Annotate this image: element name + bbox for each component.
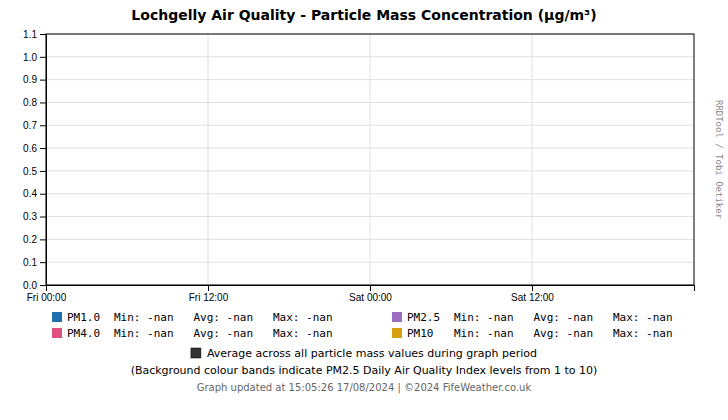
grid [46,34,694,285]
tick-label: 0.4 [23,188,37,199]
legend-label: PM1.0 [67,311,100,324]
tick-label: 0.3 [23,211,37,222]
tick-label: Fri 00:00 [27,292,67,303]
tick-label: 0.8 [23,97,37,108]
y-axis: 0.0 0.1 0.2 0.3 0.4 0.5 0.6 0.7 0.8 0.9 1.0 1.1 [23,29,46,291]
tick-mark [40,148,46,149]
tick-mark [40,34,46,35]
legend-swatch [392,312,402,322]
side-label: RRDTool / Tobi Oetiker [714,100,724,220]
legend-label: PM4.0 [67,327,100,340]
tick-label: 1.0 [23,52,37,63]
tick-mark [532,285,533,291]
tick-mark [40,285,46,286]
update-text: Graph updated at 15:05:26 17/08/2024 | ©… [197,382,532,394]
legend-item: PM4.0 Min: -nan Avg: -nan Max: -nan [52,327,333,340]
grid-line [370,34,371,285]
footer-marker [191,348,201,358]
x-axis: Fri 00:00 Fri 12:00 Sat 00:00 Sat 12:00 [27,285,695,303]
tick: 0.5 [23,166,46,177]
plot: Fri 00:00Fri 12:00Sat 00:00Sat 12:000.00… [23,29,694,303]
tick-label: 1.1 [23,29,37,40]
title: Lochgelly Air Quality - Particle Mass Co… [131,7,596,23]
grid-line [208,34,209,285]
tick: 0.0 [23,280,46,291]
tick: 0.2 [23,234,46,245]
tick-label: 0.7 [23,120,37,131]
tick: 1.1 [23,29,46,40]
legend-stats: Min: -nan Avg: -nan Max: -nan [454,327,673,340]
legend-swatch [52,328,62,338]
tick-label: 0.5 [23,166,37,177]
legend-swatch [52,312,62,322]
footer-text: (Background colour bands indicate PM2.5 … [131,364,598,377]
tick-mark [40,171,46,172]
tick: 0.6 [23,143,46,154]
tick: Sat 00:00 [349,285,392,303]
tick: 0.1 [23,257,46,268]
tick-label: Fri 12:00 [189,292,229,303]
legend-swatch [392,328,402,338]
plot-frame [46,34,694,285]
grid-line [532,34,533,285]
tick-label: 0.2 [23,234,37,245]
tick-mark [40,80,46,81]
tick-mark [40,239,46,240]
tick-mark [370,285,371,291]
axis-line [40,35,47,286]
legend-item: PM10 Min: -nan Avg: -nan Max: -nan [392,327,673,340]
tick-mark [40,217,46,218]
tick: 0.7 [23,120,46,131]
tick: 0.4 [23,188,46,199]
tick: 0.9 [23,74,46,85]
tick-mark [40,57,46,58]
tick-label: 0.6 [23,143,37,154]
tick-label: Sat 12:00 [511,292,554,303]
tick-label: 0.9 [23,74,37,85]
tick-mark [40,125,46,126]
tick: Sat 12:00 [511,285,554,303]
tick-label: 0.0 [23,280,37,291]
legend-label: PM2.5 [407,311,440,324]
tick: 1.0 [23,52,46,63]
footer-text: Average across all particle mass values … [207,347,537,360]
tick-mark [40,102,46,103]
footer-note: Average across all particle mass values … [191,347,537,360]
legend-item: PM1.0 Min: -nan Avg: -nan Max: -nan [52,311,333,324]
chart: Lochgelly Air Quality - Particle Mass Co… [0,0,728,420]
legend-stats: Min: -nan Avg: -nan Max: -nan [114,327,333,340]
legend: PM1.0 Min: -nan Avg: -nan Max: -nan PM4.0 M… [52,311,673,340]
tick-mark [40,262,46,263]
tick-label: 0.1 [23,257,37,268]
legend-label: PM10 [407,327,434,340]
legend-item: PM2.5 Min: -nan Avg: -nan Max: -nan [392,311,673,324]
axis-line [47,286,695,292]
tick-mark [208,285,209,291]
tick: 0.3 [23,211,46,222]
tick-mark [40,194,46,195]
legend-stats: Min: -nan Avg: -nan Max: -nan [454,311,673,324]
tick: 0.8 [23,97,46,108]
tick-label: Sat 00:00 [349,292,392,303]
tick: Fri 12:00 [189,285,229,303]
legend-stats: Min: -nan Avg: -nan Max: -nan [114,311,333,324]
